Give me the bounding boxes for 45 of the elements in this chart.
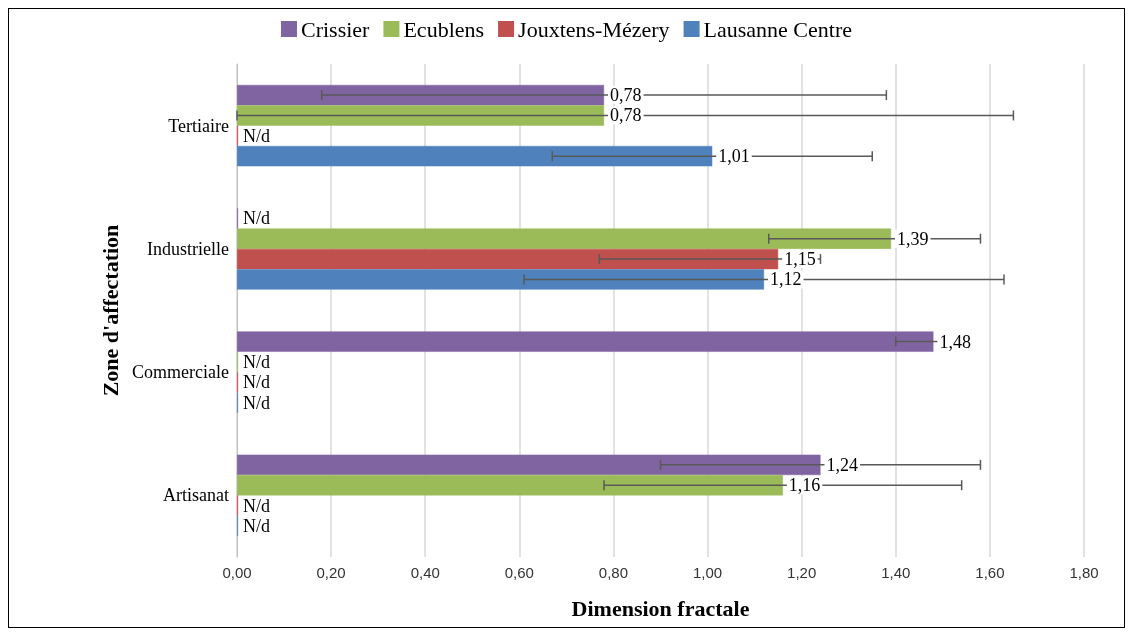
x-tick-label: 0,60	[504, 564, 534, 581]
data-label: 1,15	[784, 249, 816, 270]
x-tick-label: 1,60	[975, 564, 1005, 581]
x-tick-label: 1,80	[1069, 564, 1099, 581]
data-label: 1,39	[897, 228, 929, 249]
y-tick-label: Artisanat	[163, 485, 229, 506]
y-axis-title: Zone d'affectation	[97, 224, 123, 397]
y-tick-label: Tertiaire	[168, 115, 229, 136]
data-label: 1,12	[770, 269, 802, 290]
data-label: 1,16	[788, 475, 821, 496]
bar	[237, 105, 605, 126]
x-tick-label: 0,40	[410, 564, 440, 581]
data-label: 0,78	[610, 105, 642, 126]
legend-label: Crissier	[300, 16, 371, 42]
data-label: N/d	[243, 351, 270, 372]
x-tick-label: 0,00	[222, 564, 252, 581]
bar	[237, 145, 713, 167]
x-tick-label: 0,80	[598, 564, 629, 581]
bar	[237, 248, 779, 270]
data-label: N/d	[243, 495, 270, 516]
bar	[237, 228, 892, 249]
data-label: 1,48	[939, 331, 971, 352]
legend-label: Jouxtens-Mézery	[518, 16, 670, 42]
x-tick-label: 1,20	[787, 564, 817, 581]
legend-label: Lausanne Centre	[703, 16, 853, 42]
bar	[237, 475, 783, 496]
data-label: N/d	[243, 392, 270, 413]
bar	[237, 84, 605, 106]
bar	[237, 454, 821, 476]
x-axis-title: Dimension fractale	[571, 595, 750, 621]
x-tick-label: 1,00	[692, 564, 723, 581]
data-label: N/d	[243, 515, 270, 536]
legend-label: Ecublens	[403, 16, 485, 42]
data-label: N/d	[243, 372, 270, 393]
data-label: 1,24	[826, 454, 858, 475]
y-tick-label: Industrielle	[147, 238, 229, 259]
data-label: 1,01	[718, 146, 750, 167]
data-label: N/d	[243, 208, 270, 229]
y-tick-label: Commerciale	[132, 362, 229, 383]
bar	[237, 331, 934, 352]
data-label: 0,78	[610, 85, 642, 106]
x-tick-label: 0,20	[316, 564, 346, 581]
bar	[237, 269, 765, 290]
data-label: N/d	[243, 125, 270, 146]
x-tick-label: 1,40	[881, 564, 911, 581]
